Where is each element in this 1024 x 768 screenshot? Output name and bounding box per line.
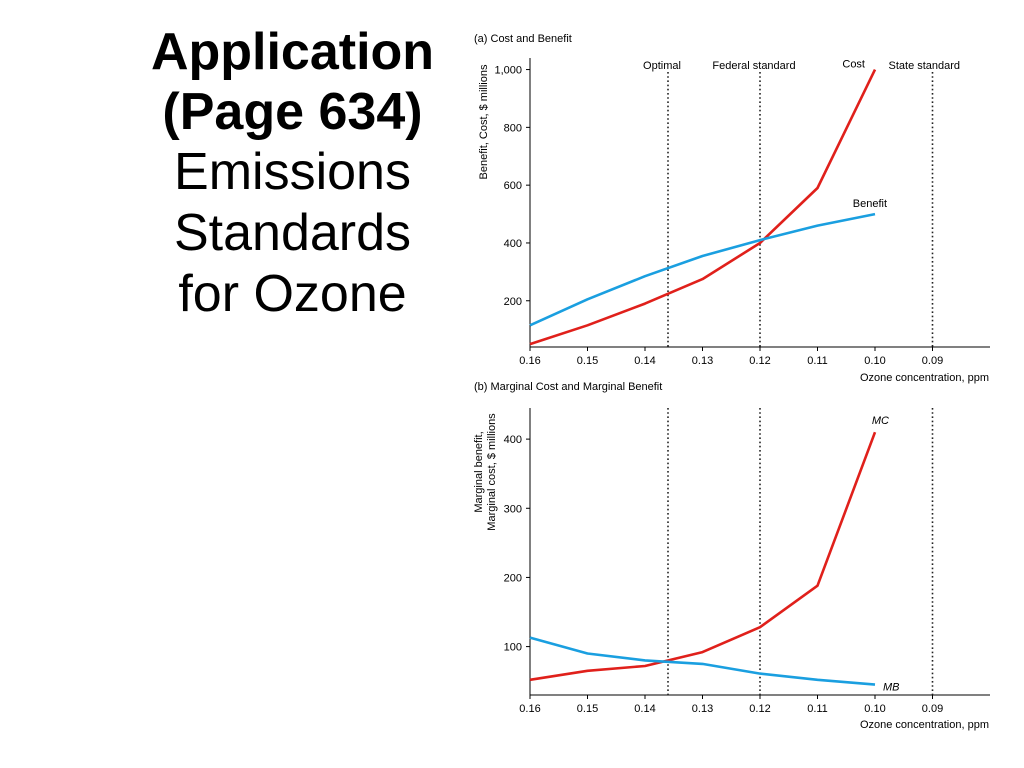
x-tick-label: 0.13 [692, 703, 713, 715]
x-tick-label: 0.16 [519, 703, 540, 715]
series-label-benefit: Benefit [853, 198, 887, 210]
series-line-mc [529, 431, 877, 682]
subtitle-line-2: Standards [173, 204, 412, 262]
x-tick-label: 0.13 [692, 355, 713, 367]
panel-b-ylabel-line2: Marginal cost, $ millions [486, 413, 498, 531]
y-tick-label: 1,000 [494, 65, 522, 77]
x-tick-label: 0.09 [922, 703, 943, 715]
panel-b-title: (b) Marginal Cost and Marginal Benefit [474, 381, 662, 393]
x-tick-label: 0.14 [634, 355, 655, 367]
y-tick-label: 400 [504, 238, 522, 250]
x-tick-label: 0.10 [864, 703, 885, 715]
series-label-cost: Cost [842, 59, 865, 71]
panel-a-plot: 0.16 0.15 0.14 0.13 0.12 0.11 0.10 0.09 200 400 60… [494, 58, 990, 367]
series-label-mc: MC [872, 415, 889, 427]
y-tick-label: 200 [504, 296, 522, 308]
series-line-benefit [529, 212, 876, 327]
x-tick-label: 0.12 [749, 355, 770, 367]
panel-b-xlabel: Ozone concentration, ppm [860, 719, 989, 731]
panel-b-ylabel-line1: Marginal benefit, [473, 431, 485, 512]
y-tick-label: 300 [504, 503, 522, 515]
x-tick-label: 0.11 [807, 355, 828, 367]
reference-line-label: Federal standard [712, 60, 795, 72]
y-tick-label: 200 [504, 572, 522, 584]
y-tick-label: 400 [504, 434, 522, 446]
series-label-mb: MB [883, 682, 900, 694]
x-tick-label: 0.11 [807, 703, 828, 715]
title-line-1: Application [150, 23, 435, 81]
y-tick-label: 100 [504, 642, 522, 654]
panel-b-plot: 0.16 0.15 0.14 0.13 0.12 0.11 0.10 0.09 100 200 30… [504, 408, 990, 715]
panel-a-title: (a) Cost and Benefit [474, 33, 572, 45]
x-tick-label: 0.15 [577, 703, 598, 715]
y-tick-label: 600 [504, 180, 522, 192]
panel-a-xlabel: Ozone concentration, ppm [860, 372, 989, 384]
series-line-mb [529, 636, 876, 686]
slide-title: Application (Page 634) Emissions Standar… [100, 22, 485, 325]
x-tick-label: 0.10 [864, 355, 885, 367]
x-tick-label: 0.14 [634, 703, 655, 715]
title-line-2: (Page 634) [162, 83, 423, 141]
x-tick-label: 0.12 [749, 703, 770, 715]
x-tick-label: 0.15 [577, 355, 598, 367]
panel-a-ylabel: Benefit, Cost, $ millions [478, 64, 490, 179]
series-line-cost [529, 69, 877, 346]
subtitle-line-1: Emissions [174, 143, 411, 201]
x-tick-label: 0.09 [922, 355, 943, 367]
reference-line-label: State standard [889, 60, 961, 72]
subtitle-line-3: for Ozone [178, 265, 407, 323]
y-tick-label: 800 [504, 122, 522, 134]
x-tick-label: 0.16 [519, 355, 540, 367]
reference-line-label: Optimal [643, 60, 681, 72]
